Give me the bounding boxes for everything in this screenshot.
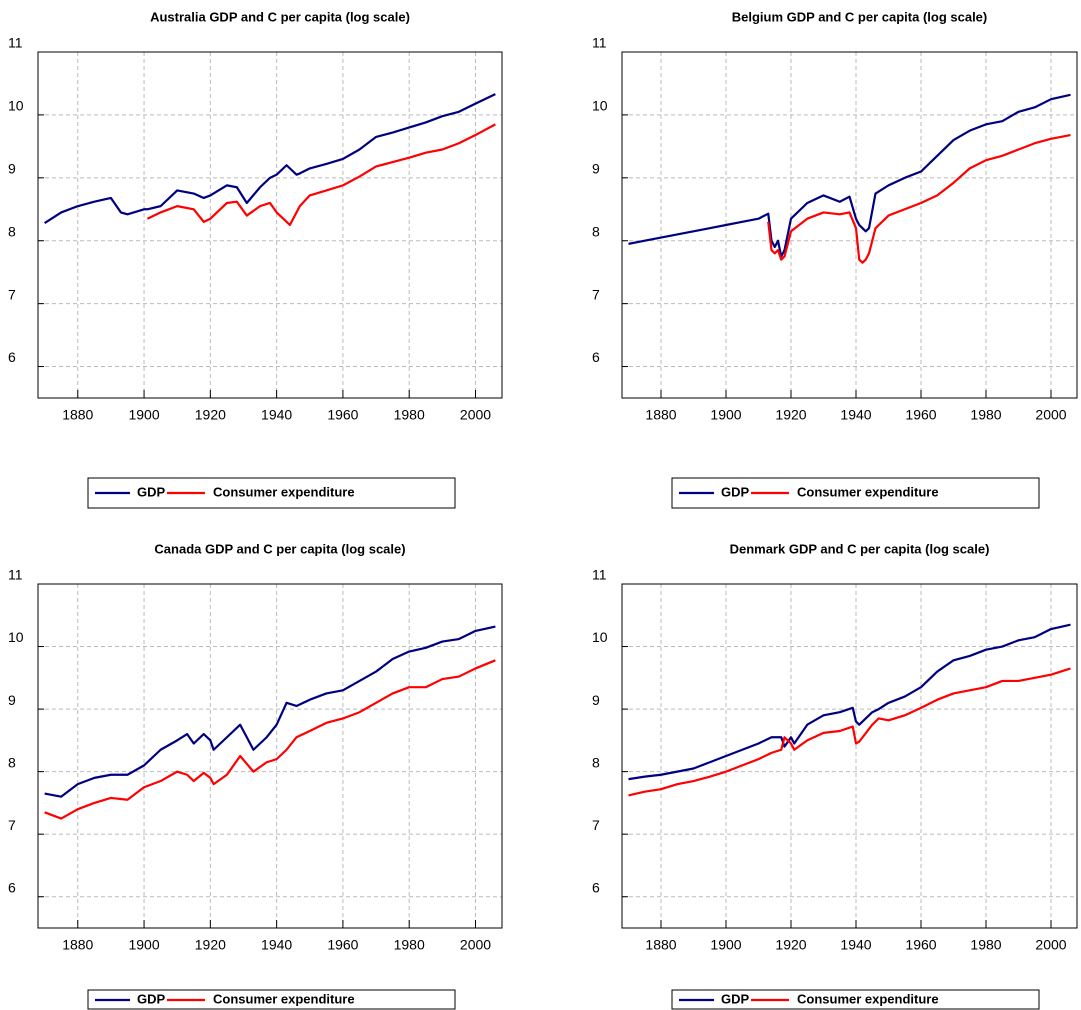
y-tick-label: 6 — [592, 349, 600, 365]
legend-label: GDP — [137, 991, 166, 1006]
x-tick-label: 1920 — [195, 407, 226, 423]
legend-label: GDP — [721, 484, 750, 499]
chart-title: Belgium GDP and C per capita (log scale) — [732, 9, 988, 24]
y-tick-label: 9 — [592, 692, 600, 708]
y-tick-label: 10 — [8, 98, 24, 114]
y-tick-label: 8 — [592, 223, 600, 239]
x-tick-label: 2000 — [460, 937, 491, 953]
x-tick-label: 1960 — [327, 937, 358, 953]
plot-frame — [621, 51, 1078, 399]
y-tick-label: 8 — [8, 223, 16, 239]
legend-box — [87, 989, 456, 1010]
legend-label: Consumer expenditure — [213, 991, 355, 1006]
y-tick-label: 11 — [8, 567, 23, 583]
x-tick-label: 1900 — [710, 937, 741, 953]
y-tick-label: 7 — [592, 817, 600, 833]
plot-frame — [621, 583, 1078, 929]
x-tick-label: 1980 — [394, 407, 425, 423]
y-tick-label: 9 — [592, 161, 600, 177]
x-tick-label: 1940 — [261, 937, 292, 953]
series-line — [146, 123, 496, 227]
x-tick-label: 1920 — [775, 937, 806, 953]
x-tick-label: 1900 — [710, 407, 741, 423]
x-tick-label: 1980 — [970, 937, 1001, 953]
x-tick-label: 1920 — [195, 937, 226, 953]
y-tick-label: 10 — [592, 629, 608, 645]
legend-box — [87, 477, 456, 509]
y-tick-label: 6 — [8, 879, 16, 895]
x-tick-label: 1940 — [840, 407, 871, 423]
x-tick-label: 2000 — [1035, 937, 1066, 953]
x-tick-label: 1980 — [394, 937, 425, 953]
x-tick-label: 1960 — [905, 407, 936, 423]
x-tick-label: 1940 — [840, 937, 871, 953]
legend-box — [671, 989, 1040, 1010]
plot-frame — [37, 583, 503, 929]
legend-label: Consumer expenditure — [213, 484, 355, 499]
series-line — [628, 93, 1071, 258]
legend-label: GDP — [721, 991, 750, 1006]
x-tick-label: 1960 — [905, 937, 936, 953]
x-tick-label: 2000 — [460, 407, 491, 423]
y-tick-label: 6 — [592, 879, 600, 895]
series-line — [44, 659, 496, 820]
x-tick-label: 1880 — [645, 937, 676, 953]
x-tick-label: 1880 — [62, 407, 93, 423]
y-tick-label: 8 — [592, 754, 600, 770]
y-tick-label: 8 — [8, 754, 16, 770]
legend-label: GDP — [137, 484, 166, 499]
legend-label: Consumer expenditure — [797, 484, 939, 499]
x-tick-label: 1900 — [128, 937, 159, 953]
series-line — [628, 667, 1071, 797]
legend-box — [671, 477, 1040, 509]
y-tick-label: 6 — [8, 349, 16, 365]
y-tick-label: 7 — [8, 817, 16, 833]
legend-label: Consumer expenditure — [797, 991, 939, 1006]
y-tick-label: 10 — [8, 629, 24, 645]
plot-frame — [37, 51, 503, 399]
y-tick-label: 7 — [8, 286, 16, 302]
x-tick-label: 1960 — [327, 407, 358, 423]
y-tick-label: 11 — [8, 35, 23, 51]
series-line — [44, 93, 496, 225]
series-line — [44, 625, 496, 798]
x-tick-label: 1980 — [970, 407, 1001, 423]
series-line — [767, 133, 1071, 264]
y-tick-label: 10 — [592, 98, 608, 114]
y-tick-label: 9 — [8, 161, 16, 177]
x-tick-label: 1920 — [775, 407, 806, 423]
x-tick-label: 1880 — [62, 937, 93, 953]
x-tick-label: 1900 — [128, 407, 159, 423]
chart-title: Australia GDP and C per capita (log scal… — [150, 9, 410, 24]
chart-title: Canada GDP and C per capita (log scale) — [154, 541, 405, 556]
x-tick-label: 2000 — [1035, 407, 1066, 423]
x-tick-label: 1880 — [645, 407, 676, 423]
y-tick-label: 11 — [592, 567, 607, 583]
series-line — [628, 623, 1071, 781]
y-tick-label: 7 — [592, 286, 600, 302]
x-tick-label: 1940 — [261, 407, 292, 423]
y-tick-label: 11 — [592, 35, 607, 51]
y-tick-label: 9 — [8, 692, 16, 708]
chart-title: Denmark GDP and C per capita (log scale) — [730, 541, 990, 556]
